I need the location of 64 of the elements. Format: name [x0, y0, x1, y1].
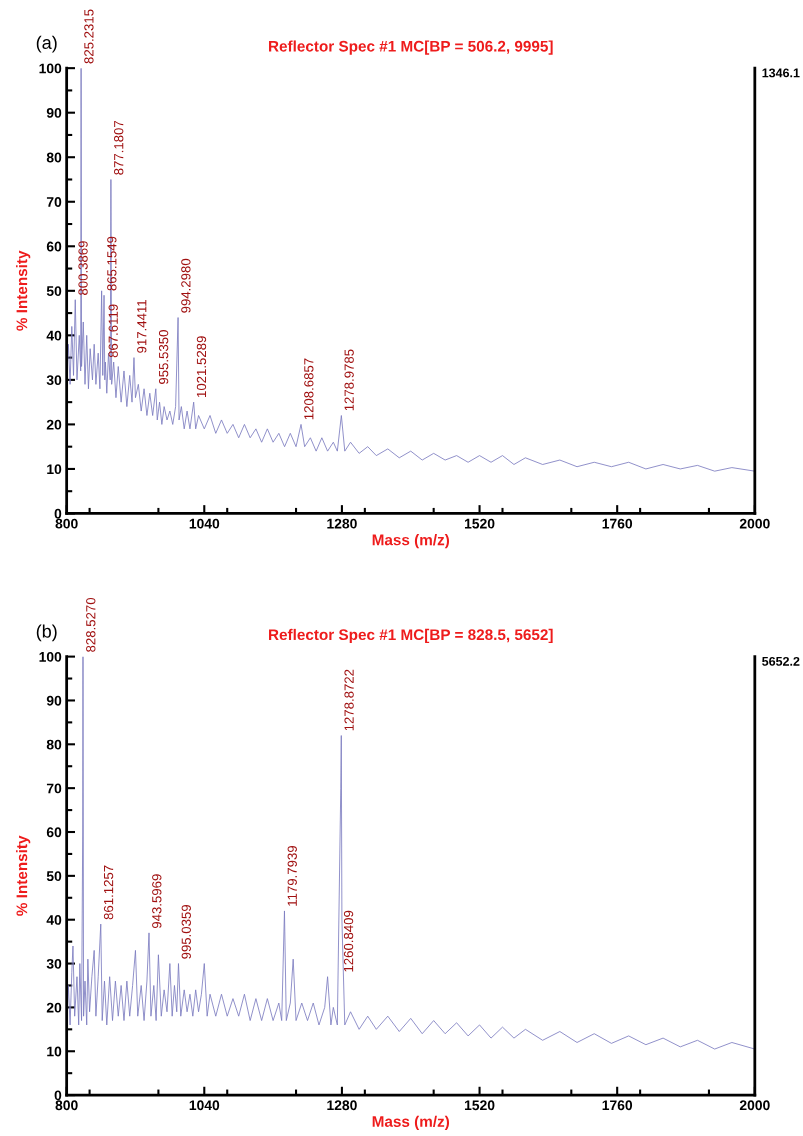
- x-tick-label: 1040: [189, 1100, 220, 1111]
- y-tick-label: 70: [46, 197, 62, 207]
- text: 1346.1: [762, 68, 800, 78]
- annotation: 917.4411: [137, 300, 147, 353]
- annotation: 867.6119: [108, 304, 118, 358]
- y-tick-label: 0: [54, 1090, 62, 1101]
- y-tick-label: 50: [46, 286, 62, 296]
- y-tick-label: 40: [46, 330, 62, 341]
- x-tick-label: 800: [55, 1100, 78, 1111]
- annotation: 825.2315: [84, 9, 94, 64]
- y-tick-label: 40: [46, 915, 62, 925]
- y-tick-label: 30: [46, 375, 62, 386]
- annotation: 828.5270: [86, 597, 96, 652]
- text: 5652.2: [762, 656, 800, 666]
- y-tick-label: 60: [46, 241, 62, 252]
- x-axis-title: Mass (m/z): [372, 1115, 450, 1130]
- x-tick-label: 800: [55, 518, 78, 529]
- annotation: 1179.7939: [287, 846, 297, 906]
- annotation: 955.5350: [158, 330, 169, 384]
- y-axis-title: % Intensity: [16, 835, 31, 916]
- y-tick-label: 30: [46, 958, 62, 969]
- x-axis-title: Mass (m/z): [372, 534, 450, 549]
- annotation: 1278.8722: [344, 669, 354, 731]
- y-axis-title: % Intensity: [16, 250, 31, 331]
- x-tick-label: 1520: [464, 518, 495, 529]
- y-tick-label: 20: [46, 419, 62, 430]
- x-tick-label: 2000: [739, 518, 770, 529]
- x-tick-label: 1760: [602, 1100, 633, 1111]
- y-tick-label: 70: [46, 783, 62, 794]
- y-tick-label: 80: [46, 739, 62, 750]
- chart-title: Reflector Spec #1 MC[BP = 506.2, 9995]: [269, 40, 553, 55]
- y-tick-label: 60: [46, 827, 62, 838]
- x-tick-label: 1520: [464, 1100, 495, 1111]
- line-series: [66, 68, 755, 472]
- x-tick-label: 1040: [189, 518, 220, 529]
- annotation: 861.1257: [103, 865, 114, 920]
- annotation: 1278.9785: [344, 349, 354, 411]
- line-series: [66, 656, 755, 1050]
- y-tick-label: 100: [39, 651, 62, 662]
- y-tick-label: 100: [39, 63, 62, 74]
- annotation: 1260.8409: [343, 910, 354, 972]
- annotation: 1021.5289: [196, 336, 207, 397]
- x-tick-label: 2000: [739, 1100, 770, 1111]
- y-tick-label: 80: [46, 152, 62, 163]
- annotation: 994.2980: [181, 258, 191, 313]
- y-tick-label: 20: [46, 1002, 62, 1013]
- annotation: 800.3869: [78, 241, 88, 295]
- chart-title: Reflector Spec #1 MC[BP = 828.5, 5652]: [269, 628, 553, 644]
- annotation: 1208.6857: [304, 358, 314, 420]
- annotation: 995.0359: [181, 904, 191, 959]
- text: (a): [36, 35, 57, 53]
- y-tick-label: 50: [46, 871, 62, 882]
- y-tick-label: 10: [47, 464, 62, 475]
- annotation: 877.1807: [114, 120, 124, 175]
- x-tick-label: 1280: [327, 518, 357, 529]
- annotation: 943.5969: [152, 874, 162, 929]
- annotation: 865.1549: [107, 236, 117, 291]
- y-tick-label: 90: [46, 695, 62, 706]
- y-tick-label: 90: [46, 108, 62, 118]
- y-tick-label: 10: [47, 1046, 62, 1057]
- x-tick-label: 1760: [602, 518, 633, 529]
- text: (b): [36, 624, 57, 642]
- x-tick-label: 1280: [327, 1100, 357, 1111]
- y-tick-label: 0: [54, 508, 62, 519]
